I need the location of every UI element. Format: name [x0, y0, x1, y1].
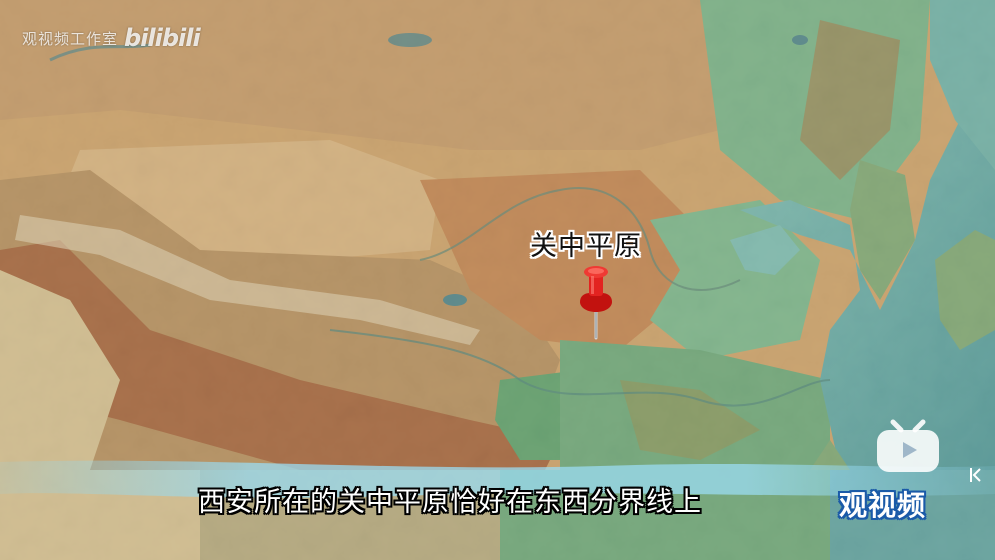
subtitle-text: 西安所在的关中平原恰好在东西分界线上	[198, 487, 702, 518]
brand-name: 观视频	[839, 489, 927, 522]
bilibili-logo: bilibili	[124, 24, 201, 52]
channel-watermark: 观视频工作室 bilibili	[22, 24, 201, 52]
place-label: 关中平原	[530, 231, 642, 262]
map-pin-icon	[580, 266, 612, 340]
playback-edge-icon	[970, 468, 981, 482]
subtitle-band	[0, 460, 995, 498]
watermark-text: 观视频工作室	[22, 29, 119, 48]
tv-icon	[877, 419, 939, 472]
